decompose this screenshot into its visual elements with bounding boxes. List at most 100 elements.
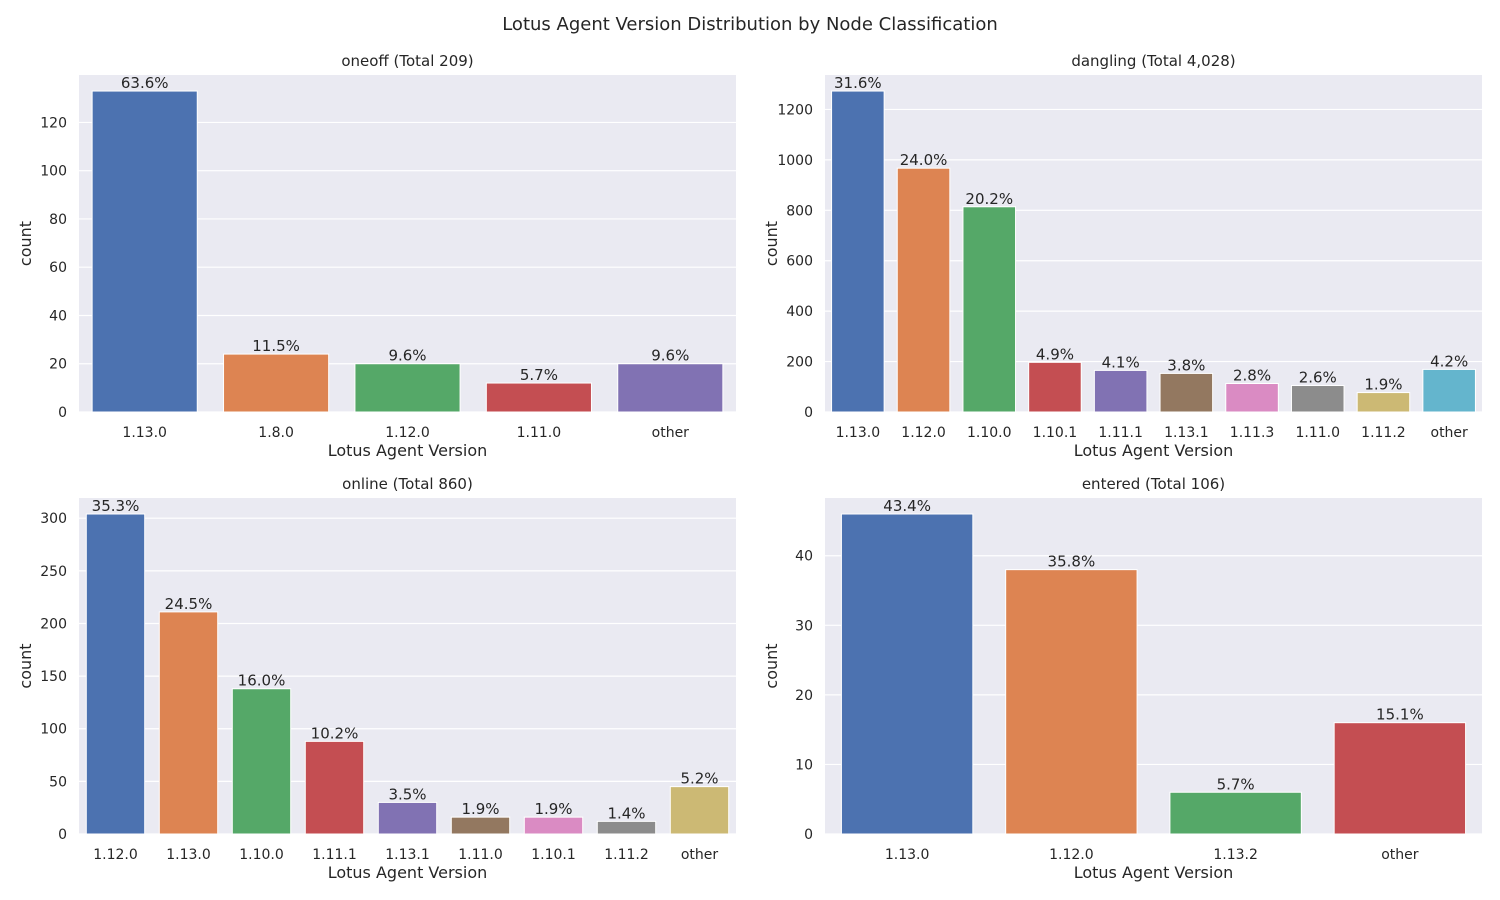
chart-panel-2: 0 50 100 150 200 250 300 35.3% 1.12.0 24.5% 1.13.0… — [16, 475, 736, 882]
y-tick-label: 20 — [49, 357, 67, 373]
x-tick-label: 1.13.0 — [122, 425, 167, 441]
x-axis-label: Lotus Agent Version — [1074, 863, 1234, 882]
x-tick-label: other — [652, 425, 690, 441]
y-tick-label: 50 — [49, 774, 67, 790]
y-tick-label: 250 — [40, 564, 67, 580]
bar-data-label: 9.6% — [388, 347, 426, 365]
bar — [485, 382, 592, 413]
y-tick-label: 0 — [58, 405, 67, 421]
y-tick-label: 100 — [40, 722, 67, 738]
x-tick-label: 1.10.0 — [239, 847, 284, 863]
bar-data-label: 11.5% — [252, 337, 300, 355]
y-tick-label: 60 — [49, 260, 67, 276]
y-tick-label: 200 — [40, 616, 67, 632]
y-tick-label: 40 — [49, 308, 67, 324]
y-tick-label: 0 — [804, 827, 813, 843]
bar-data-label: 1.9% — [461, 800, 499, 818]
bar-data-label: 9.6% — [651, 347, 689, 365]
bar — [91, 90, 198, 413]
bar-data-label: 4.1% — [1102, 353, 1140, 371]
x-tick-label: 1.12.0 — [93, 847, 138, 863]
x-axis-label: Lotus Agent Version — [328, 863, 488, 882]
y-axis-label: count — [762, 221, 781, 266]
bar — [1028, 361, 1082, 413]
bar-data-label: 3.5% — [388, 785, 426, 803]
panel-title: entered (Total 106) — [1082, 475, 1225, 493]
bar — [1093, 369, 1148, 413]
bar-data-label: 35.8% — [1048, 553, 1096, 571]
bar-data-label: 24.0% — [900, 151, 948, 169]
y-tick-label: 30 — [795, 618, 813, 634]
bar-data-label: 3.8% — [1167, 356, 1205, 374]
bar-data-label: 4.9% — [1036, 345, 1074, 363]
bar — [1159, 372, 1214, 413]
x-tick-label: 1.11.3 — [1230, 425, 1275, 441]
bar-data-label: 1.4% — [607, 804, 645, 822]
bar — [354, 363, 461, 413]
y-tick-label: 120 — [40, 115, 67, 131]
x-tick-label: 1.11.1 — [1098, 425, 1143, 441]
bar-data-label: 15.1% — [1376, 706, 1424, 724]
bar-data-label: 5.7% — [1217, 775, 1255, 793]
y-tick-label: 200 — [786, 355, 813, 371]
bar-data-label: 5.2% — [680, 770, 718, 788]
y-tick-label: 800 — [786, 203, 813, 219]
x-tick-label: 1.13.1 — [385, 847, 430, 863]
panel-title: dangling (Total 4,028) — [1071, 52, 1235, 70]
bar — [85, 513, 146, 835]
figure-title: Lotus Agent Version Distribution by Node… — [502, 14, 998, 35]
x-tick-label: 1.10.1 — [1033, 425, 1078, 441]
bar-data-label: 31.6% — [834, 74, 882, 92]
bar — [596, 820, 657, 835]
x-tick-label: other — [681, 847, 719, 863]
x-tick-label: 1.11.0 — [458, 847, 503, 863]
x-tick-label: 1.13.1 — [1164, 425, 1209, 441]
x-tick-label: 1.11.2 — [1361, 425, 1406, 441]
x-tick-label: 1.12.0 — [1049, 847, 1094, 863]
bar — [831, 90, 885, 413]
bar-data-label: 10.2% — [311, 724, 359, 742]
bar — [896, 167, 951, 413]
y-tick-label: 600 — [786, 254, 813, 270]
chart-panel-1: 0 200 400 600 800 1000 1200 31.6% 1.13.0 24.0% 1.1… — [762, 52, 1482, 460]
bar-data-label: 24.5% — [165, 595, 213, 613]
x-tick-label: other — [1431, 425, 1469, 441]
x-tick-label: 1.8.0 — [258, 425, 294, 441]
y-tick-label: 100 — [40, 164, 67, 180]
bar — [377, 801, 438, 835]
bar — [223, 353, 330, 413]
bar-data-label: 35.3% — [92, 497, 140, 515]
x-tick-label: 1.13.2 — [1213, 847, 1258, 863]
bar-data-label: 1.9% — [1364, 376, 1402, 394]
bar — [1225, 383, 1279, 413]
x-axis-label: Lotus Agent Version — [328, 441, 488, 460]
y-tick-label: 1000 — [777, 153, 813, 169]
y-axis-label: count — [762, 643, 781, 688]
y-tick-label: 80 — [49, 212, 67, 228]
bar — [158, 611, 219, 835]
x-axis-label: Lotus Agent Version — [1074, 441, 1234, 460]
chart-panel-0: 0 20 40 60 80 100 120 63.6% 1.13.0 11.5% 1.8.0 9.6%… — [16, 52, 736, 460]
bar — [1333, 722, 1467, 835]
y-tick-label: 0 — [58, 827, 67, 843]
x-tick-label: 1.12.0 — [901, 425, 946, 441]
y-axis-label: count — [16, 643, 35, 688]
bar-data-label: 4.2% — [1430, 352, 1468, 370]
x-tick-label: 1.11.2 — [604, 847, 649, 863]
bar — [450, 816, 511, 835]
bar — [1169, 791, 1302, 835]
bar — [304, 740, 365, 835]
bar — [1290, 385, 1345, 413]
y-axis-label: count — [16, 221, 35, 266]
bar-data-label: 1.9% — [534, 800, 572, 818]
panel-title: online (Total 860) — [342, 475, 473, 493]
x-tick-label: 1.13.0 — [885, 847, 930, 863]
bar — [669, 786, 730, 835]
y-tick-label: 1200 — [777, 102, 813, 118]
x-tick-label: 1.11.0 — [517, 425, 562, 441]
bar — [523, 816, 584, 835]
bar-data-label: 2.6% — [1299, 369, 1337, 387]
x-tick-label: 1.10.1 — [531, 847, 576, 863]
bar — [1356, 392, 1411, 413]
